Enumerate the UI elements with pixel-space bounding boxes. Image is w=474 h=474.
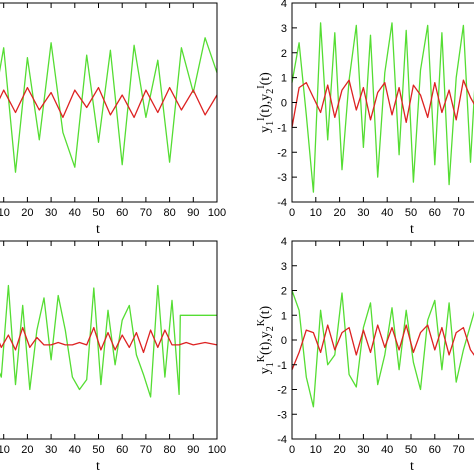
x-tick-label: 10	[310, 207, 322, 219]
y-axis-label: y1K(t),y2K(t)	[256, 305, 276, 374]
x-axis-label: t	[410, 459, 414, 474]
x-tick-label: 50	[405, 207, 417, 219]
y-tick-label: 4	[281, 236, 287, 248]
x-tick-label: 100	[208, 444, 226, 456]
x-tick-label: 0	[289, 444, 295, 456]
plot-panel-bottom-left: 0102030405060708090100t	[0, 240, 226, 474]
y-tick-label: 0	[281, 335, 287, 347]
series-line-3-1	[291, 324, 474, 370]
series-line-1-0	[291, 22, 474, 193]
x-tick-label: 40	[381, 207, 393, 219]
y-tick-label: 2	[281, 286, 287, 298]
x-tick-label: 10	[310, 444, 322, 456]
x-tick-label: 90	[187, 207, 199, 219]
series-line-2-1	[0, 326, 218, 354]
x-tick-label: 20	[21, 207, 33, 219]
x-tick-label: 50	[405, 444, 417, 456]
series-line-2-0	[0, 284, 217, 398]
x-tick-label: 60	[429, 444, 441, 456]
y-tick-label: 3	[281, 23, 287, 35]
x-tick-label: 30	[357, 444, 369, 456]
x-tick-label: 20	[333, 207, 345, 219]
x-tick-label: 50	[92, 444, 104, 456]
y-tick-label: -3	[277, 172, 287, 184]
y-tick-label: 1	[281, 73, 287, 85]
y-tick-label: -3	[277, 409, 287, 421]
x-axis-label: t	[410, 222, 414, 237]
y-tick-label: -2	[277, 147, 287, 159]
x-tick-label: 80	[163, 444, 175, 456]
plot-frame	[0, 240, 218, 440]
x-tick-label: 30	[45, 207, 57, 219]
y-tick-label: -2	[277, 385, 287, 397]
x-tick-label: 40	[69, 207, 81, 219]
y-tick-label: -1	[277, 360, 287, 372]
x-tick-label: 70	[452, 207, 464, 219]
x-tick-label: 90	[187, 444, 199, 456]
plot-frame	[0, 2, 218, 203]
x-tick-label: 100	[208, 207, 226, 219]
x-tick-label: 10	[0, 207, 10, 219]
x-tick-label: 30	[45, 444, 57, 456]
plot-panel-bottom-right: 0 10 20 30 40 50 60 70 -4 -3 -2 -1 0 1 2 3 4 t y1K(t),y2K(…	[256, 236, 474, 474]
x-axis-label: t	[96, 459, 100, 474]
y-tick-label: 3	[281, 261, 287, 273]
y-tick-label: -1	[277, 122, 287, 134]
x-tick-label: 60	[116, 207, 128, 219]
y-tick-label: -4	[277, 197, 287, 209]
y-axis-label: y1I(t),y2I(t)	[256, 72, 276, 133]
x-axis-label: t	[96, 222, 100, 237]
plot-panel-top-right: 0 10 20 30 40 50 60 70 -4 -3 -2 -1 0 1 2 3 4 t y1I(t),y2I(…	[256, 0, 474, 237]
x-tick-label: 20	[333, 444, 345, 456]
x-tick-label: 20	[21, 444, 33, 456]
x-tick-label: 40	[69, 444, 81, 456]
x-tick-label: 10	[0, 444, 10, 456]
series-line-0-0	[0, 37, 218, 173]
y-tick-label: -4	[277, 434, 287, 446]
y-tick-label: 4	[281, 0, 287, 10]
x-tick-label: 50	[92, 207, 104, 219]
series-line-1-1	[291, 79, 474, 128]
y-tick-label: 1	[281, 310, 287, 322]
x-tick-label: 40	[381, 444, 393, 456]
x-tick-label: 70	[140, 444, 152, 456]
x-tick-label: 70	[452, 444, 464, 456]
y-tick-label: 2	[281, 48, 287, 60]
x-tick-label: 70	[140, 207, 152, 219]
x-tick-label: 30	[357, 207, 369, 219]
plot-panel-top-left: 0102030405060708090100t	[0, 2, 226, 237]
x-tick-label: 60	[429, 207, 441, 219]
y-tick-label: 0	[281, 98, 287, 110]
series-line-0-1	[0, 86, 218, 119]
x-tick-label: 0	[289, 207, 295, 219]
x-tick-label: 80	[163, 207, 175, 219]
x-tick-label: 60	[116, 444, 128, 456]
